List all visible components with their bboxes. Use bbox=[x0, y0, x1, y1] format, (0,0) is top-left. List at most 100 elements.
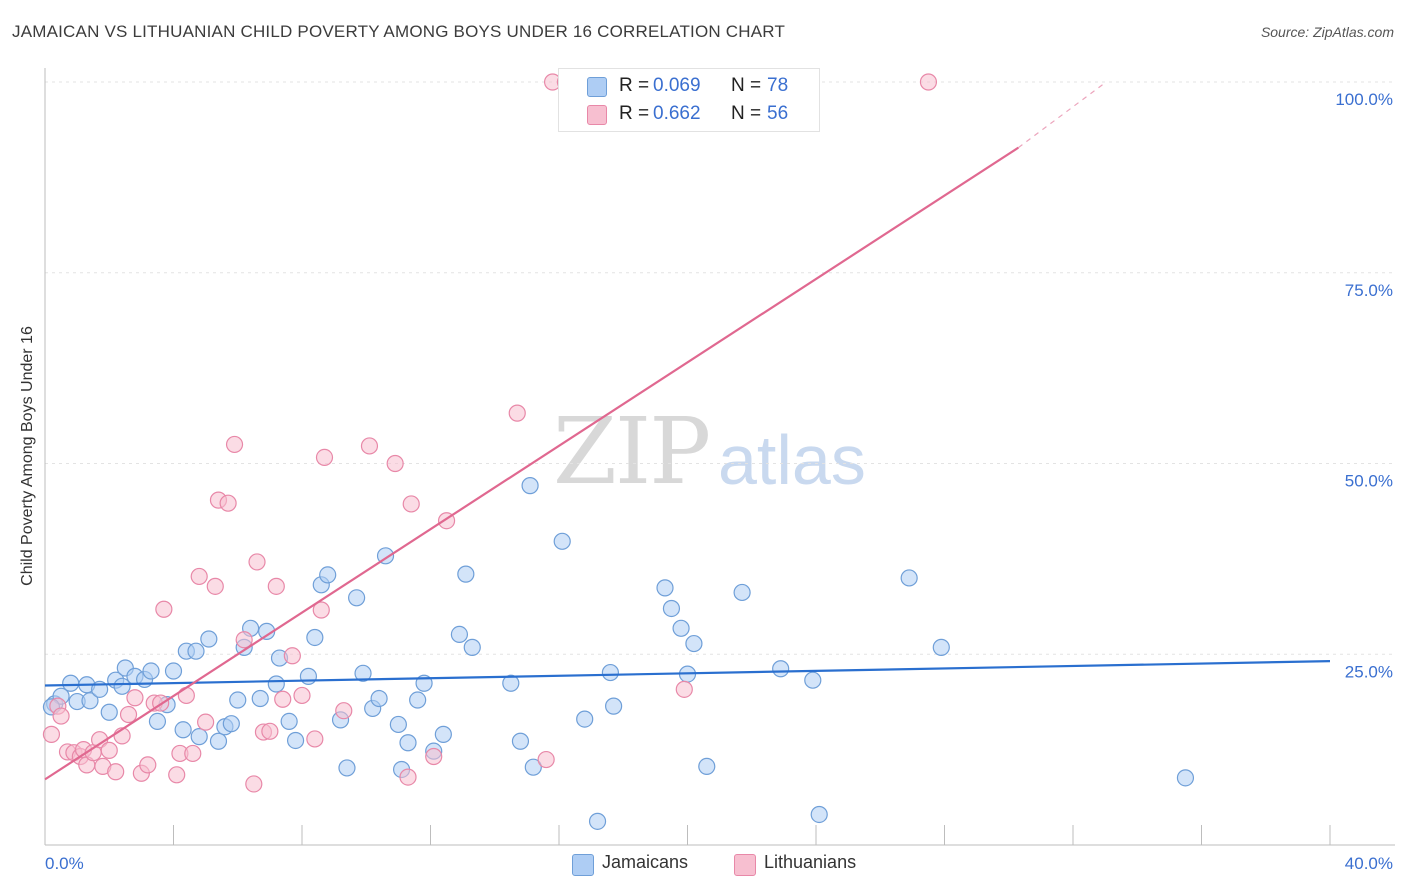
lithuanians-point bbox=[184, 744, 202, 763]
lithuanians-point bbox=[425, 747, 443, 766]
jamaicans-trendline bbox=[44, 660, 1331, 687]
jamaicans-point bbox=[319, 566, 337, 584]
lithuanians-point bbox=[261, 722, 279, 740]
n-label: N = bbox=[731, 75, 762, 96]
jamaicans-point bbox=[280, 712, 298, 730]
lithuanians-point bbox=[235, 631, 253, 649]
y-tick-label: 100.0% bbox=[1335, 90, 1393, 109]
jamaicans-point bbox=[588, 812, 607, 830]
lithuanians-swatch bbox=[587, 105, 607, 125]
jamaicans-point bbox=[306, 628, 324, 647]
jamaicans-point bbox=[174, 721, 192, 739]
jamaicans-point bbox=[267, 675, 285, 693]
jamaicans-point bbox=[399, 734, 417, 752]
jamaicans-point bbox=[810, 805, 828, 824]
jamaicans-point bbox=[190, 728, 208, 746]
jamaicans-point bbox=[502, 674, 520, 692]
lithuanians-point bbox=[267, 577, 285, 595]
legend-label-lithuanians: Lithuanians bbox=[764, 852, 857, 872]
legend-row-lithuanians: R = 0.662 N = 56 bbox=[559, 101, 819, 127]
lithuanians-point bbox=[107, 763, 125, 781]
legend-item-lithuanians[interactable]: Lithuanians bbox=[734, 852, 884, 876]
y-tick-label: 75.0% bbox=[1345, 281, 1393, 300]
legend-row-jamaicans: R = 0.069 N = 78 bbox=[559, 73, 819, 99]
jamaicans-point bbox=[187, 642, 205, 660]
jamaicans-point bbox=[164, 662, 183, 680]
jamaicans-point bbox=[672, 619, 690, 637]
lithuanians-point bbox=[100, 741, 118, 759]
n-label: N = bbox=[731, 103, 762, 124]
lithuanians-point bbox=[190, 567, 208, 586]
chart-title: JAMAICAN VS LITHUANIAN CHILD POVERTY AMO… bbox=[12, 22, 786, 41]
jamaicans-point bbox=[521, 477, 539, 495]
jamaicans-point bbox=[804, 671, 822, 689]
lithuanians-trendline bbox=[44, 146, 1019, 781]
n-value: 56 bbox=[767, 103, 789, 124]
lithuanians-point bbox=[283, 647, 301, 665]
jamaicans-point bbox=[348, 589, 366, 607]
jamaicans-point bbox=[142, 662, 160, 680]
jamaicans-swatch bbox=[587, 77, 607, 97]
jamaicans-point bbox=[209, 732, 228, 750]
lithuanians-point bbox=[293, 686, 311, 705]
lithuanians-point bbox=[399, 768, 417, 786]
lithuanians-point bbox=[675, 680, 693, 698]
lithuanians-point bbox=[177, 686, 195, 705]
lithuanians-point bbox=[225, 435, 244, 454]
jamaicans-point bbox=[389, 715, 407, 734]
r-label: R = bbox=[619, 75, 650, 96]
lithuanians-swatch bbox=[734, 854, 756, 876]
jamaicans-point bbox=[662, 599, 681, 618]
jamaicans-point bbox=[524, 758, 542, 776]
watermark-zip: ZIP bbox=[553, 398, 711, 505]
lithuanians-point bbox=[245, 775, 263, 793]
lithuanians-point bbox=[335, 702, 353, 720]
jamaicans-point bbox=[148, 712, 167, 730]
lithuanians-point bbox=[315, 448, 334, 466]
jamaicans-point bbox=[772, 660, 790, 678]
lithuanians-point bbox=[274, 690, 292, 708]
jamaicans-point bbox=[511, 732, 530, 750]
r-value: 0.662 bbox=[653, 103, 701, 124]
lithuanians-point bbox=[508, 404, 526, 422]
lithuanians-point bbox=[119, 705, 138, 724]
jamaicans-point bbox=[1176, 769, 1195, 787]
jamaicans-point bbox=[62, 674, 80, 692]
lithuanians-point bbox=[219, 494, 237, 512]
jamaicans-point bbox=[601, 663, 620, 682]
y-tick-label: 50.0% bbox=[1345, 472, 1393, 491]
jamaicans-point bbox=[733, 583, 751, 602]
jamaicans-point bbox=[286, 731, 305, 750]
jamaicans-point bbox=[338, 759, 356, 777]
x-tick-label: 0.0% bbox=[45, 854, 84, 873]
legend-item-jamaicans[interactable]: Jamaicans bbox=[572, 852, 712, 876]
lithuanians-point bbox=[537, 750, 555, 769]
jamaicans-point bbox=[409, 691, 427, 709]
x-tick-label: 40.0% bbox=[1345, 854, 1393, 873]
r-label: R = bbox=[619, 103, 650, 124]
jamaicans-point bbox=[553, 532, 571, 550]
jamaicans-point bbox=[229, 691, 247, 709]
jamaicans-point bbox=[251, 689, 269, 708]
jamaicans-point bbox=[100, 703, 118, 721]
jamaicans-point bbox=[463, 638, 481, 656]
lithuanians-trendline-extension bbox=[1018, 82, 1106, 149]
lithuanians-point bbox=[386, 454, 404, 473]
jamaicans-point bbox=[932, 638, 950, 656]
jamaicans-point bbox=[299, 667, 318, 685]
lithuanians-point bbox=[126, 689, 144, 707]
lithuanians-point bbox=[206, 577, 224, 595]
lithuanians-point bbox=[312, 601, 330, 619]
r-value: 0.069 bbox=[653, 75, 701, 96]
jamaicans-point bbox=[370, 689, 388, 708]
jamaicans-point bbox=[457, 565, 475, 583]
jamaicans-point bbox=[656, 579, 674, 597]
jamaicans-point bbox=[605, 697, 623, 715]
lithuanians-point bbox=[248, 553, 266, 571]
lithuanians-point bbox=[139, 756, 157, 774]
correlation-legend: R = 0.069 N = 78 R = 0.662 N = 56 bbox=[558, 68, 820, 132]
jamaicans-point bbox=[222, 715, 240, 733]
n-value: 78 bbox=[767, 75, 789, 96]
watermark-atlas: atlas bbox=[718, 421, 866, 499]
